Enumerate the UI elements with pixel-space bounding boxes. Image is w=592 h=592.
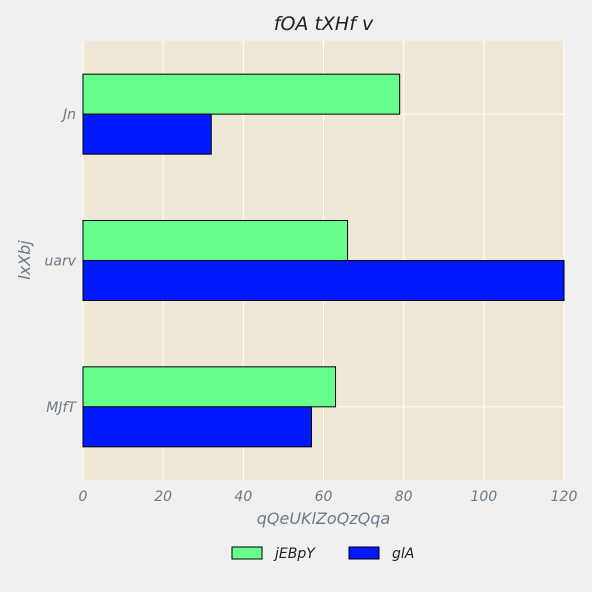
legend-swatch-jebpy xyxy=(231,546,263,560)
bar-gla-jn xyxy=(82,113,212,155)
y-tick-labels: Jn uarv MJfT xyxy=(45,107,78,416)
x-tick-label: 20 xyxy=(154,489,172,505)
bar-jebpy-uarv xyxy=(82,220,349,261)
y-tick-label: uarv xyxy=(45,254,77,270)
x-tick-label: 100 xyxy=(470,489,497,505)
bar-jebpy-mjft xyxy=(82,366,337,408)
legend: jEBpY glA xyxy=(231,546,414,562)
x-tick-label: 60 xyxy=(315,489,333,505)
x-tick-label: 80 xyxy=(395,489,413,505)
bar-gla-mjft xyxy=(82,406,312,448)
y-tick-label: MJfT xyxy=(46,400,77,416)
legend-swatch-gla xyxy=(348,546,380,560)
y-tick-label: Jn xyxy=(60,107,76,123)
bar-gla-uarv xyxy=(82,260,565,301)
x-tick-labels: 0 20 40 60 80 100 120 xyxy=(79,489,578,505)
y-axis-label: lxXbj xyxy=(15,240,34,280)
chart-title: fOA tXHf v xyxy=(274,13,374,35)
x-axis-label: qQeUKlZoQzQqa xyxy=(257,509,391,528)
x-tick-label: 40 xyxy=(234,489,252,505)
legend-label-jebpy: jEBpY xyxy=(273,546,316,562)
bars xyxy=(82,73,565,448)
x-tick-label: 0 xyxy=(79,489,88,505)
legend-label-gla: glA xyxy=(392,546,414,562)
x-tick-label: 120 xyxy=(551,489,578,505)
bar-jebpy-jn xyxy=(82,73,401,115)
